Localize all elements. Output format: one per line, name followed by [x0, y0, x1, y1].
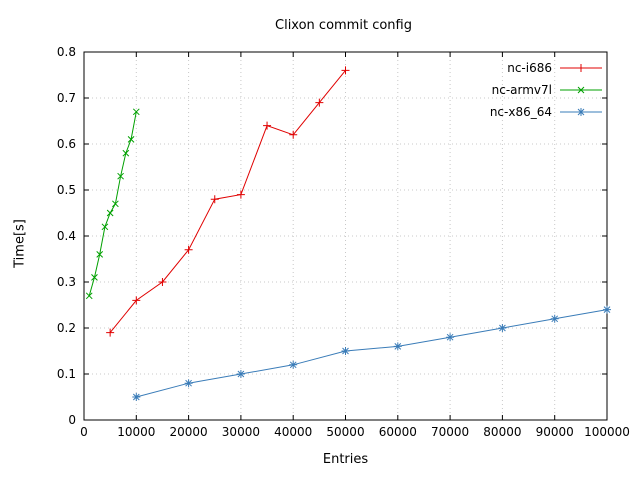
x-tick-label: 10000: [117, 425, 155, 439]
legend-marker-nc-i686: [577, 64, 585, 72]
y-tick-label: 0.4: [57, 229, 76, 243]
series-markers-nc-i686: [106, 66, 350, 337]
x-tick-label: 80000: [483, 425, 521, 439]
x-axis-label: Entries: [322, 452, 369, 467]
x-tick-label: 0: [80, 425, 88, 439]
y-tick-label: 0.6: [57, 137, 76, 151]
series-line-nc-x86_64: [136, 309, 608, 398]
y-tick-label: 0.7: [57, 91, 76, 105]
legend-label-nc-x86_64: nc-x86_64: [490, 105, 552, 119]
y-axis-label: Time[s]: [12, 219, 28, 268]
series-markers-nc-x86_64: [132, 305, 611, 401]
legend-label-nc-i686: nc-i686: [507, 61, 552, 75]
chart-title: Clixon commit config: [275, 18, 412, 33]
series-markers-nc-armv7l: [85, 108, 140, 300]
x-tick-label: 100000: [584, 425, 630, 439]
y-tick-label: 0.1: [57, 367, 76, 381]
legend-marker-nc-armv7l: [577, 86, 585, 94]
x-tick-label: 50000: [326, 425, 364, 439]
x-tick-label: 20000: [170, 425, 208, 439]
x-tick-label: 70000: [431, 425, 469, 439]
y-tick-label: 0: [68, 413, 76, 427]
x-tick-label: 60000: [379, 425, 417, 439]
y-tick-label: 0.8: [57, 45, 76, 59]
series-line-nc-i686: [109, 70, 346, 333]
y-tick-label: 0.5: [57, 183, 76, 197]
x-tick-label: 90000: [536, 425, 574, 439]
x-tick-label: 40000: [274, 425, 312, 439]
x-tick-label: 30000: [222, 425, 260, 439]
series-line-nc-armv7l: [88, 111, 137, 296]
y-tick-label: 0.3: [57, 275, 76, 289]
legend-marker-nc-x86_64: [577, 108, 585, 116]
legend-label-nc-armv7l: nc-armv7l: [492, 83, 552, 97]
y-tick-label: 0.2: [57, 321, 76, 335]
